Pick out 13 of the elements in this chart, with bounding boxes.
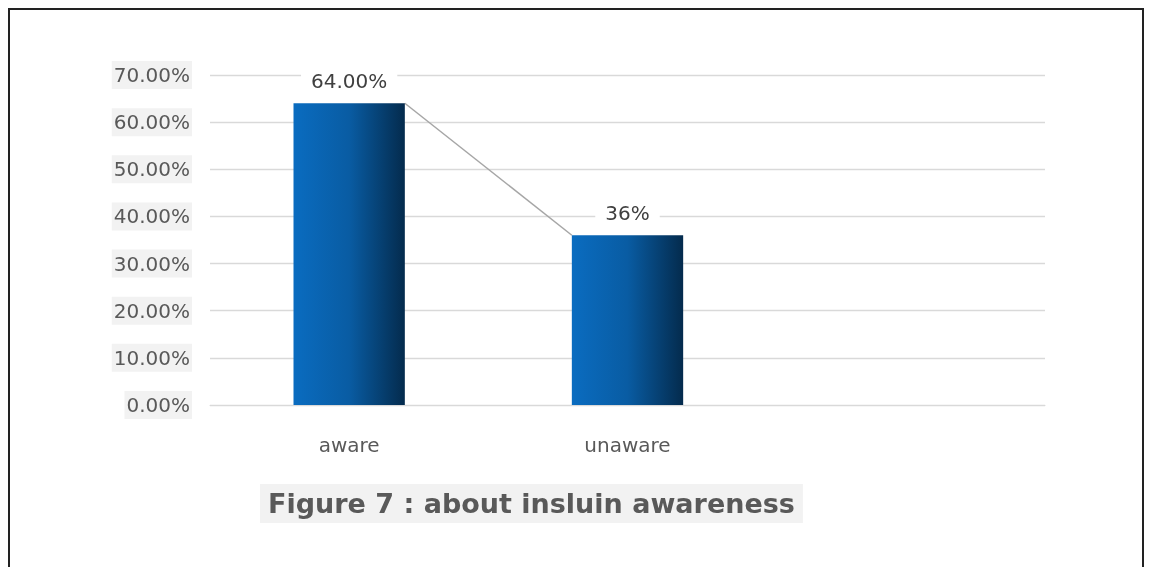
y-tick-label: 50.00% [113, 157, 190, 182]
data-label: 36% [605, 201, 650, 226]
y-tick-label: 30.00% [113, 251, 190, 276]
y-tick-label: 60.00% [113, 110, 190, 135]
y-tick-label: 10.00% [113, 345, 190, 370]
y-tick-label: 70.00% [113, 63, 190, 87]
x-tick-label: unaware [584, 433, 671, 457]
y-tick-label: 0.00% [126, 393, 190, 417]
data-label: 64.00% [311, 69, 388, 94]
y-tick-label: 20.00% [113, 298, 190, 323]
y-tick-label: 40.00% [113, 204, 190, 229]
text: Figure 7 : about insluin awareness [268, 488, 795, 519]
x-tick-label: aware [318, 433, 380, 457]
